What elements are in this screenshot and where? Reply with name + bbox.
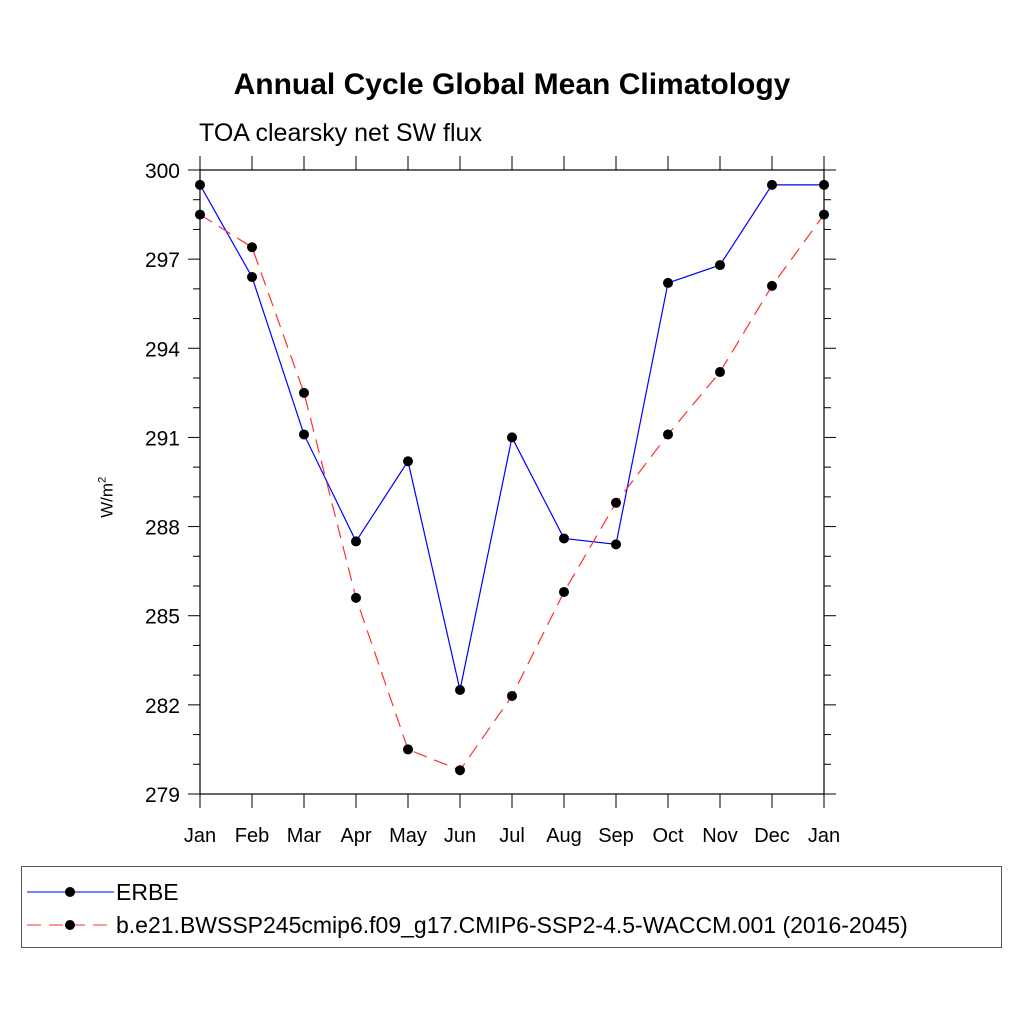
legend-entry-erbe: ERBE [22,875,179,909]
data-point-series-1 [247,242,257,253]
x-tick-label: Jul [499,825,525,847]
data-point-series-0 [247,271,257,282]
x-tick-label: Feb [235,825,269,847]
data-point-series-0 [455,685,465,695]
data-point-series-0 [611,539,621,550]
x-tick-label: Nov [702,825,738,847]
data-point-series-0 [195,179,205,190]
legend-label-erbe: ERBE [116,878,179,905]
legend-swatch-erbe [27,887,114,897]
x-tick-label: Dec [754,825,790,847]
data-point-series-1 [663,429,673,440]
data-point-series-0 [403,456,413,467]
x-tick-label: Sep [598,825,634,847]
data-point-series-1 [819,209,829,220]
legend-label-model: b.e21.BWSSP245cmip6.f09_g17.CMIP6-SSP2-4… [116,911,908,938]
chart-subtitle: TOA clearsky net SW flux [199,119,482,147]
data-point-series-0 [299,429,309,440]
data-point-series-0 [351,536,361,547]
chart-title: Annual Cycle Global Mean Climatology [233,68,791,101]
y-tick-label: 294 [145,338,180,361]
x-tick-label: Jun [444,825,476,847]
data-point-series-0 [559,533,569,544]
data-point-series-1 [455,765,465,776]
series-line-1 [199,214,825,771]
y-tick-label: 300 [145,160,180,183]
y-tick-label: 279 [145,784,180,807]
data-point-series-0 [507,432,517,443]
y-tick-label: 288 [145,517,180,540]
data-point-series-1 [559,586,569,597]
data-point-series-1 [767,280,777,291]
legend-entry-model: b.e21.BWSSP245cmip6.f09_g17.CMIP6-SSP2-4… [22,908,908,942]
y-tick-label: 282 [145,695,180,718]
data-point-series-1 [195,209,205,220]
y-tick-label: 291 [145,427,180,450]
x-tick-label: Mar [287,825,322,847]
data-point-series-0 [767,179,777,190]
x-tick-label: Apr [340,825,371,847]
data-point-series-1 [507,690,517,701]
y-tick-label: 285 [145,606,180,629]
legend: ERBE b.e21.BWSSP245cmip6.f09_g17.CMIP6-S… [21,866,1002,948]
data-point-series-0 [819,179,829,190]
data-point-series-1 [299,387,309,398]
data-point-series-0 [663,277,673,288]
x-tick-label: Aug [546,825,582,847]
x-tick-label: May [389,825,427,847]
data-point-series-1 [611,497,621,508]
y-tick-label: 297 [145,249,180,272]
data-point-series-1 [351,592,361,603]
x-tick-label: Jan [808,825,840,847]
data-point-series-1 [403,744,413,755]
x-tick-label: Jan [184,825,216,847]
legend-swatch-model [27,920,114,930]
x-tick-label: Oct [652,825,684,847]
line-chart: 279 282 285 288 291 294 297 300 Jan Feb Mar Apr May J… [145,156,840,847]
data-point-series-0 [715,260,725,271]
data-point-series-1 [715,367,725,378]
